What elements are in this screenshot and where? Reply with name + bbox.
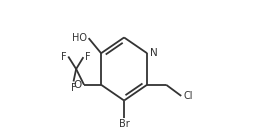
Text: N: N [150, 48, 158, 58]
Text: Br: Br [119, 119, 129, 129]
Text: O: O [74, 80, 82, 90]
Text: F: F [61, 51, 67, 62]
Text: F: F [85, 52, 90, 62]
Text: F: F [71, 83, 76, 93]
Text: HO: HO [72, 33, 87, 43]
Text: Cl: Cl [183, 91, 193, 101]
